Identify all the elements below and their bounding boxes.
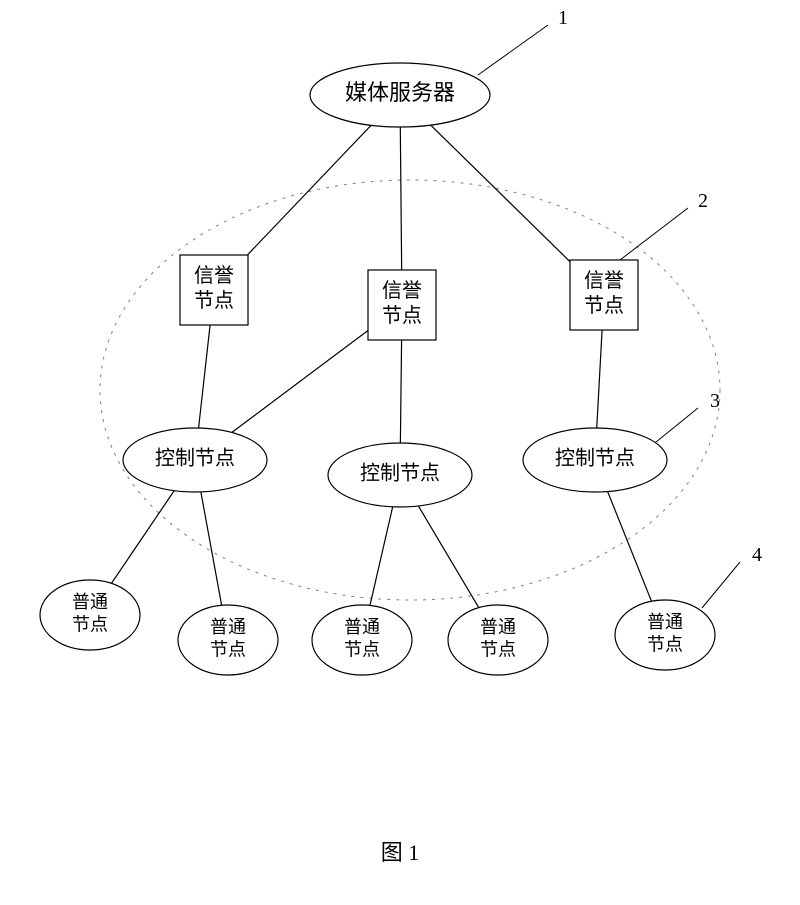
node-label: 节点 — [382, 304, 422, 327]
edge — [247, 125, 371, 255]
node-label: 信誉 — [382, 279, 422, 302]
leader-line — [620, 208, 688, 260]
node-label: 节点 — [72, 614, 108, 634]
node-n1: 普通节点 — [40, 580, 140, 650]
diagram-canvas: 1234媒体服务器信誉节点信誉节点信誉节点控制节点控制节点控制节点普通节点普通节… — [0, 0, 800, 905]
node-label: 控制节点 — [360, 462, 440, 485]
node-label: 普通 — [72, 592, 108, 612]
node-label: 节点 — [210, 639, 246, 659]
node-label: 普通 — [480, 617, 516, 637]
edge — [232, 330, 368, 432]
edge — [201, 492, 222, 605]
edge — [400, 127, 401, 270]
edge — [608, 492, 652, 602]
leader-line — [478, 25, 548, 75]
node-n3: 普通节点 — [312, 605, 412, 675]
node-ctl1: 控制节点 — [123, 428, 267, 492]
node-label: 节点 — [194, 289, 234, 312]
node-label: 信誉 — [194, 264, 234, 287]
leader-line — [702, 562, 740, 608]
node-n5: 普通节点 — [615, 600, 715, 670]
figure-caption: 图 1 — [381, 840, 420, 865]
node-label: 节点 — [480, 639, 516, 659]
edge — [431, 125, 570, 262]
node-label: 控制节点 — [555, 447, 635, 470]
node-label: 节点 — [344, 639, 380, 659]
edge — [199, 325, 211, 428]
node-label: 媒体服务器 — [345, 80, 455, 105]
node-ctl3: 控制节点 — [523, 428, 667, 492]
node-label: 节点 — [647, 634, 683, 654]
node-label: 节点 — [584, 294, 624, 317]
leader-label: 4 — [752, 544, 762, 566]
node-label: 信誉 — [584, 269, 624, 292]
edge — [418, 506, 478, 608]
node-label: 普通 — [210, 617, 246, 637]
edge — [400, 340, 401, 443]
cluster-boundary — [100, 180, 720, 600]
node-rep2: 信誉节点 — [368, 270, 436, 340]
node-rep1: 信誉节点 — [180, 255, 248, 325]
node-n2: 普通节点 — [178, 605, 278, 675]
leader-label: 3 — [710, 390, 720, 412]
edge — [111, 491, 174, 584]
edge — [370, 507, 393, 606]
leader-label: 1 — [558, 7, 568, 29]
node-label: 普通 — [344, 617, 380, 637]
node-rep3: 信誉节点 — [570, 260, 638, 330]
leader-label: 2 — [698, 190, 708, 212]
node-label: 控制节点 — [155, 447, 235, 470]
node-ctl2: 控制节点 — [328, 443, 472, 507]
edge — [597, 330, 602, 428]
node-n4: 普通节点 — [448, 605, 548, 675]
node-server: 媒体服务器 — [310, 63, 490, 127]
node-label: 普通 — [647, 612, 683, 632]
